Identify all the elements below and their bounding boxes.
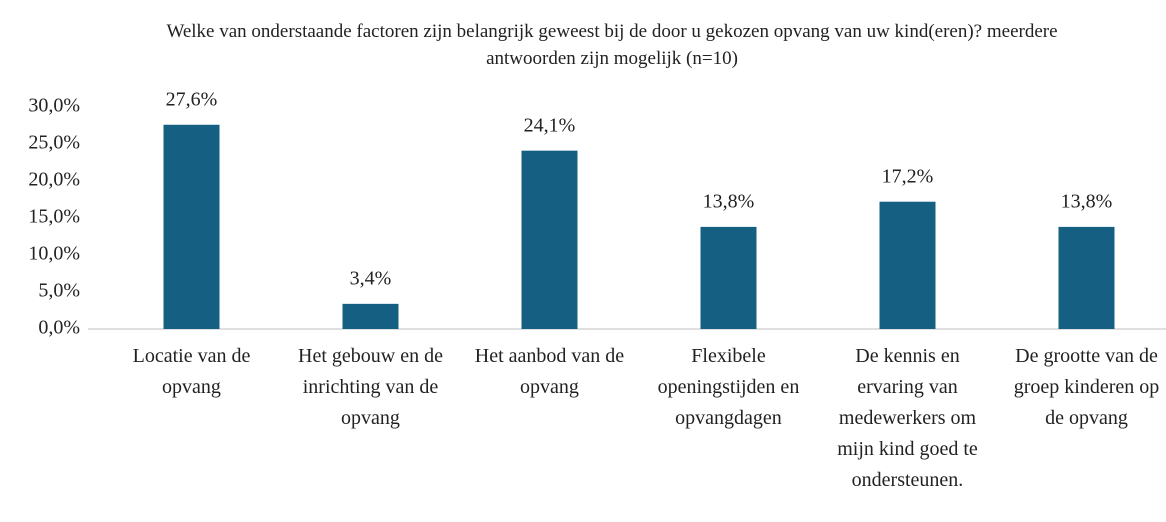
data-label: 27,6% [166,88,218,110]
bar [879,201,936,329]
y-tick-label: 10,0% [28,243,80,265]
x-tick-label: Het gebouw en de inrichting van de opvang [298,345,443,429]
y-tick-label: 20,0% [28,169,80,191]
y-tick-label: 15,0% [28,206,80,228]
x-tick-label: De kennis en ervaring van medewerkers om mi… [837,345,978,491]
y-tick-label: 25,0% [28,132,80,154]
data-label: 3,4% [350,267,392,289]
y-tick-label: 5,0% [38,280,80,302]
bar [1058,226,1115,329]
chart-title: Welke van onderstaande factoren zijn bel… [166,21,1057,69]
data-label: 13,8% [703,190,755,212]
data-label: 24,1% [524,114,576,136]
bar [163,124,220,329]
x-tick-label: Locatie van de opvang [133,345,251,398]
data-label: 17,2% [882,165,934,187]
bar [342,303,399,329]
y-tick-label: 30,0% [28,95,80,117]
x-tick-label: Flexibele openingstijden en opvangdagen [658,345,800,429]
data-label: 13,8% [1061,190,1113,212]
x-tick-label: Het aanbod van de opvang [475,345,625,398]
bar [700,226,757,329]
bar [521,150,578,329]
x-tick-label: De grootte van de groep kinderen op de opv… [1014,345,1160,429]
y-tick-label: 0,0% [38,317,80,339]
